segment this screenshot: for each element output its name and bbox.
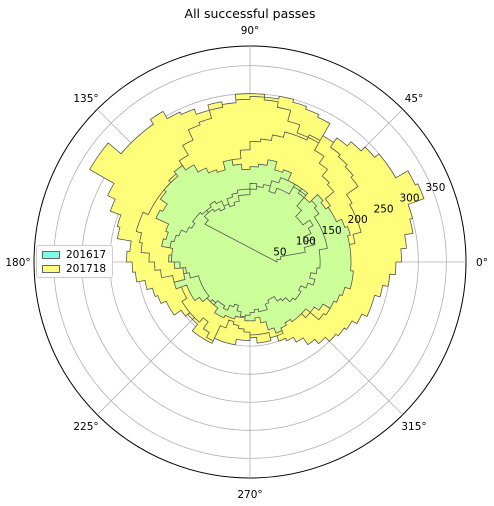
angle-label-45: 45° bbox=[405, 93, 424, 105]
radial-labels: 50 100 150 200 250 300 350 bbox=[273, 182, 445, 258]
radial-label-100: 100 bbox=[296, 236, 316, 248]
radial-label-200: 200 bbox=[348, 214, 368, 226]
angle-labels: 0° 45° 90° 135° 180° 225° 270° 315° bbox=[5, 25, 488, 501]
legend: 201617 201718 bbox=[36, 245, 113, 278]
angle-label-0: 0° bbox=[476, 257, 488, 269]
radial-label-300: 300 bbox=[399, 193, 419, 205]
legend-label-201617: 201617 bbox=[66, 249, 107, 261]
legend-swatch-201617 bbox=[42, 251, 60, 259]
angle-label-270: 270° bbox=[237, 489, 262, 501]
legend-item-201718: 201718 bbox=[42, 263, 106, 275]
angle-label-90: 90° bbox=[241, 25, 260, 37]
radial-label-350: 350 bbox=[425, 182, 445, 194]
legend-item-201617: 201617 bbox=[42, 249, 106, 261]
series-layer bbox=[89, 93, 425, 346]
series-201617 bbox=[155, 159, 354, 334]
angle-label-135: 135° bbox=[73, 93, 98, 105]
radial-label-50: 50 bbox=[273, 246, 286, 258]
radial-label-250: 250 bbox=[374, 203, 394, 215]
chart-title: All successful passes bbox=[185, 6, 316, 21]
radial-label-150: 150 bbox=[322, 225, 342, 237]
angle-label-315: 315° bbox=[401, 421, 426, 433]
legend-swatch-201718 bbox=[42, 265, 60, 273]
angle-label-180: 180° bbox=[5, 257, 30, 269]
legend-label-201718: 201718 bbox=[66, 263, 107, 275]
angle-label-225: 225° bbox=[73, 421, 98, 433]
